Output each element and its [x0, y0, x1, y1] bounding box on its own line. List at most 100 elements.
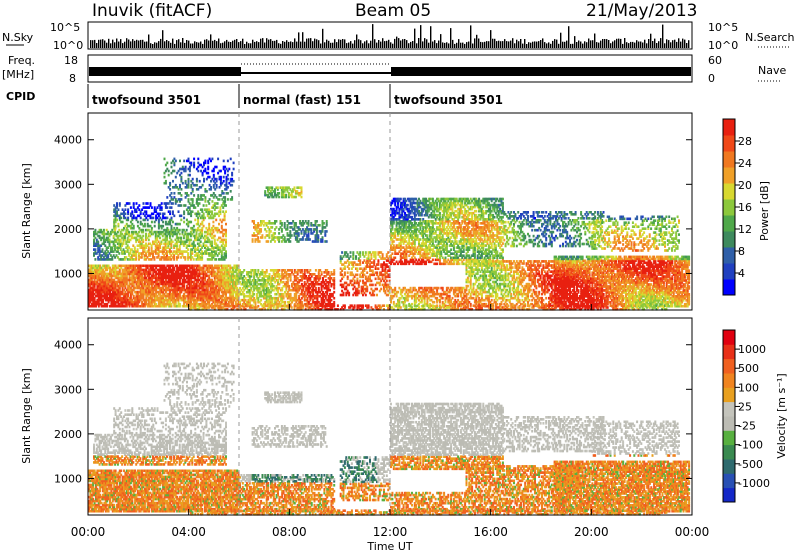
- data-cell: [143, 256, 146, 259]
- data-cell: [204, 294, 206, 298]
- data-cell: [125, 298, 128, 302]
- data-cell: [184, 300, 187, 304]
- data-cell: [188, 302, 191, 306]
- data-cell: [188, 274, 191, 278]
- data-cell: [141, 300, 144, 304]
- data-cell: [125, 302, 128, 306]
- data-cell: [157, 274, 160, 278]
- data-cell: [201, 284, 204, 288]
- data-cell: [157, 278, 160, 282]
- data-cell: [110, 294, 113, 298]
- data-cell: [159, 298, 162, 302]
- data-cell: [123, 296, 125, 300]
- count-bar: [408, 43, 410, 48]
- data-cell: [234, 274, 237, 278]
- count-bar: [284, 41, 286, 48]
- data-cell: [142, 292, 145, 296]
- count-bar: [624, 38, 626, 48]
- count-bar: [638, 41, 640, 48]
- data-cell: [216, 266, 219, 270]
- data-cell: [233, 296, 236, 300]
- data-cell: [189, 258, 192, 261]
- data-cell: [104, 288, 107, 292]
- data-cell: [100, 284, 103, 288]
- data-cell: [198, 268, 201, 272]
- data-cell: [191, 284, 194, 288]
- data-cell: [138, 298, 141, 302]
- count-bar: [542, 38, 544, 48]
- data-cell: [164, 304, 167, 308]
- data-cell: [284, 300, 286, 304]
- data-cell: [308, 238, 311, 241]
- data-cell: [143, 272, 146, 276]
- data-cell: [223, 270, 226, 274]
- data-cell: [89, 280, 92, 284]
- data-cell: [163, 256, 166, 259]
- count-bar: [496, 41, 498, 48]
- data-cell: [99, 298, 102, 302]
- data-cell: [120, 278, 123, 282]
- data-cell: [141, 268, 144, 272]
- data-cell: [166, 242, 168, 246]
- data-cell: [97, 290, 100, 294]
- data-cell: [142, 302, 145, 306]
- data-cell: [223, 298, 226, 302]
- count-bar: [610, 43, 612, 48]
- data-cell: [173, 250, 176, 253]
- data-cell: [175, 232, 178, 236]
- data-cell: [100, 266, 103, 270]
- data-cell: [138, 276, 141, 280]
- data-cell: [212, 173, 215, 177]
- data-cell: [170, 272, 173, 276]
- data-cell: [234, 284, 237, 288]
- data-cell: [132, 268, 135, 272]
- data-cell: [113, 292, 116, 296]
- data-cell: [125, 304, 128, 308]
- data-cell: [187, 157, 190, 161]
- count-bar: [96, 43, 98, 48]
- data-cell: [229, 280, 232, 284]
- data-cell: [138, 204, 141, 207]
- data-cell: [160, 276, 163, 280]
- data-cell: [113, 270, 116, 274]
- count-bar: [452, 39, 454, 48]
- data-cell: [188, 282, 191, 286]
- data-cell: [234, 296, 237, 300]
- data-cell: [191, 244, 194, 248]
- data-cell: [100, 280, 103, 284]
- data-cell: [157, 240, 160, 244]
- data-cell: [88, 292, 90, 296]
- data-cell: [237, 302, 240, 306]
- data-cell: [106, 286, 109, 290]
- data-cell: [170, 302, 173, 306]
- data-cell: [93, 240, 95, 244]
- data-cell: [260, 298, 263, 302]
- data-cell: [94, 244, 97, 248]
- count-bar: [528, 42, 530, 48]
- data-cell: [118, 298, 121, 302]
- count-bar: [650, 33, 652, 48]
- data-cell: [226, 264, 229, 268]
- data-cell: [222, 282, 225, 286]
- data-cell: [107, 238, 110, 242]
- data-cell: [113, 298, 116, 302]
- count-bar: [416, 43, 418, 48]
- nsearch-label: N.Search: [745, 31, 795, 44]
- data-cell: [128, 202, 131, 205]
- data-cell: [106, 296, 109, 300]
- data-cell: [117, 296, 120, 300]
- data-cell: [177, 286, 180, 290]
- count-bar: [468, 41, 470, 48]
- data-cell: [169, 210, 172, 214]
- data-cell: [226, 288, 229, 292]
- data-cell: [233, 270, 236, 274]
- data-cell: [121, 264, 124, 268]
- data-cell: [111, 286, 114, 290]
- count-bar: [214, 39, 216, 48]
- data-cell: [184, 264, 187, 268]
- data-cell: [145, 280, 148, 284]
- data-cell: [134, 272, 137, 276]
- data-cell: [123, 274, 125, 278]
- data-cell: [254, 269, 257, 272]
- data-cell: [192, 274, 195, 278]
